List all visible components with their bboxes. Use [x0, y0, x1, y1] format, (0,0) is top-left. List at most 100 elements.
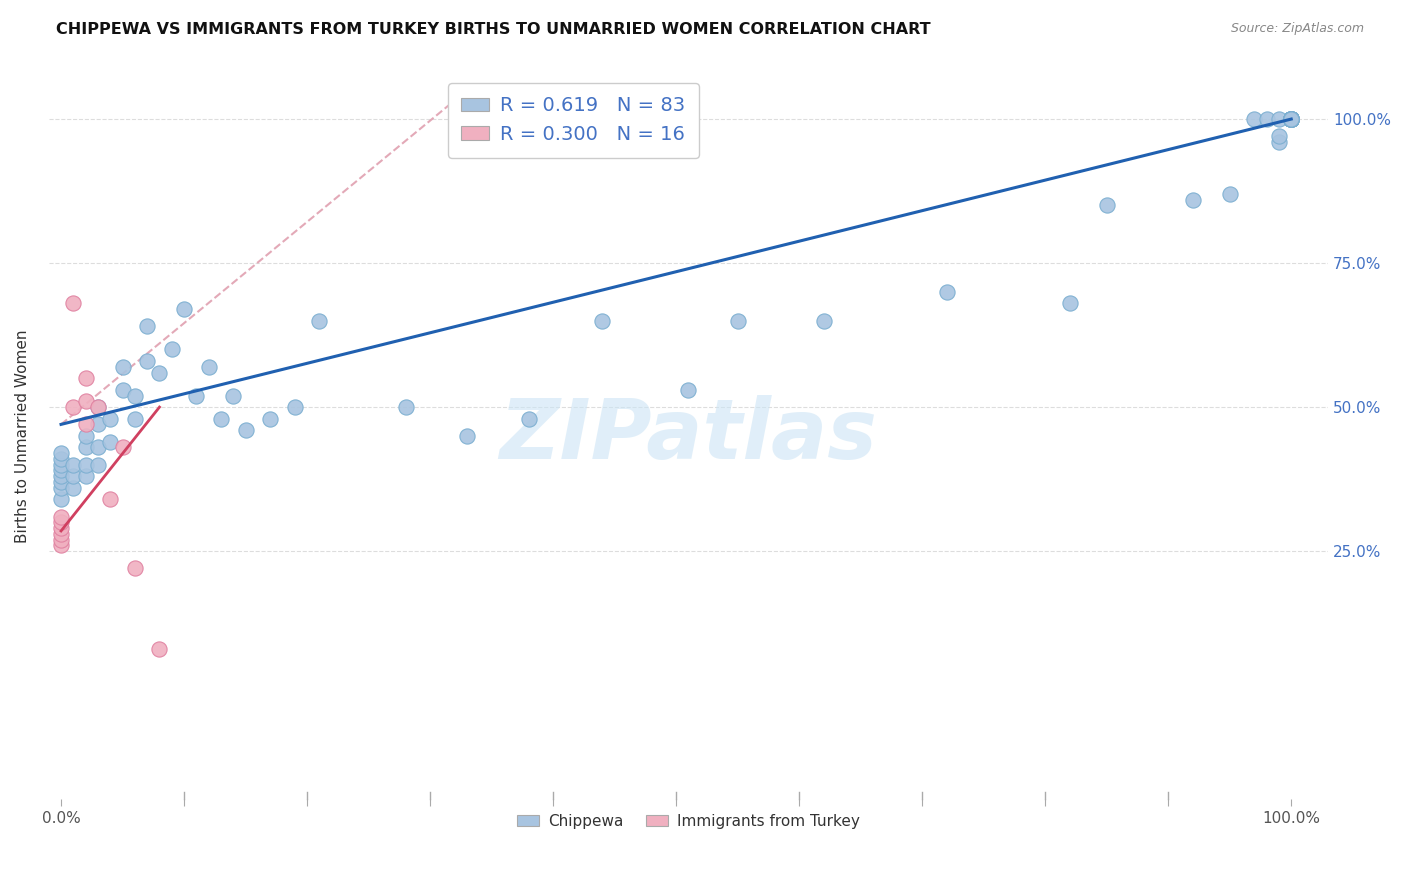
Point: [197, 359, 219, 374]
Point: [124, 388, 146, 402]
Point: [1256, 112, 1278, 126]
Point: [1279, 112, 1302, 126]
Point: [1279, 112, 1302, 126]
Point: [186, 388, 208, 402]
Point: [209, 411, 232, 425]
Point: [49, 463, 72, 477]
Point: [1279, 112, 1302, 126]
Point: [75, 469, 97, 483]
Point: [124, 411, 146, 425]
Point: [394, 400, 416, 414]
Point: [1059, 296, 1081, 310]
Point: [1279, 112, 1302, 126]
Point: [813, 314, 835, 328]
Point: [87, 441, 110, 455]
Point: [1095, 198, 1118, 212]
Point: [87, 400, 110, 414]
Point: [173, 302, 195, 317]
Point: [1279, 112, 1302, 126]
Point: [111, 441, 134, 455]
Text: Source: ZipAtlas.com: Source: ZipAtlas.com: [1230, 22, 1364, 36]
Point: [1279, 112, 1302, 126]
Text: ZIPatlas: ZIPatlas: [499, 395, 877, 476]
Point: [49, 521, 72, 535]
Point: [124, 561, 146, 575]
Point: [87, 417, 110, 432]
Point: [49, 452, 72, 467]
Point: [75, 394, 97, 409]
Point: [98, 492, 121, 507]
Point: [111, 359, 134, 374]
Point: [49, 481, 72, 495]
Text: CHIPPEWA VS IMMIGRANTS FROM TURKEY BIRTHS TO UNMARRIED WOMEN CORRELATION CHART: CHIPPEWA VS IMMIGRANTS FROM TURKEY BIRTH…: [56, 22, 931, 37]
Point: [87, 458, 110, 472]
Point: [1268, 112, 1291, 126]
Point: [259, 411, 281, 425]
Point: [111, 383, 134, 397]
Point: [517, 411, 540, 425]
Point: [98, 411, 121, 425]
Point: [222, 388, 245, 402]
Point: [1279, 112, 1302, 126]
Point: [1279, 112, 1302, 126]
Point: [62, 400, 84, 414]
Point: [75, 429, 97, 443]
Point: [75, 441, 97, 455]
Point: [1279, 112, 1302, 126]
Point: [136, 319, 159, 334]
Legend: Chippewa, Immigrants from Turkey: Chippewa, Immigrants from Turkey: [512, 807, 866, 835]
Point: [1268, 135, 1291, 149]
Point: [1279, 112, 1302, 126]
Point: [49, 509, 72, 524]
Point: [1268, 129, 1291, 144]
Point: [1279, 112, 1302, 126]
Point: [1279, 112, 1302, 126]
Point: [1181, 193, 1204, 207]
Point: [1279, 112, 1302, 126]
Point: [1279, 112, 1302, 126]
Point: [62, 296, 84, 310]
Point: [148, 642, 170, 657]
Point: [49, 516, 72, 530]
Point: [935, 285, 957, 299]
Point: [1279, 112, 1302, 126]
Point: [308, 314, 330, 328]
Point: [75, 458, 97, 472]
Point: [75, 371, 97, 385]
Point: [49, 446, 72, 460]
Point: [49, 492, 72, 507]
Point: [1279, 112, 1302, 126]
Point: [1279, 112, 1302, 126]
Point: [49, 533, 72, 547]
Point: [49, 469, 72, 483]
Point: [1243, 112, 1265, 126]
Point: [49, 538, 72, 552]
Point: [1279, 112, 1302, 126]
Point: [148, 366, 170, 380]
Point: [1279, 112, 1302, 126]
Point: [49, 475, 72, 489]
Point: [49, 526, 72, 541]
Y-axis label: Births to Unmarried Women: Births to Unmarried Women: [15, 329, 30, 542]
Point: [62, 469, 84, 483]
Point: [235, 423, 257, 437]
Point: [1279, 112, 1302, 126]
Point: [87, 400, 110, 414]
Point: [284, 400, 307, 414]
Point: [1279, 112, 1302, 126]
Point: [98, 434, 121, 449]
Point: [160, 343, 183, 357]
Point: [1279, 112, 1302, 126]
Point: [1279, 112, 1302, 126]
Point: [75, 417, 97, 432]
Point: [1279, 112, 1302, 126]
Point: [1279, 112, 1302, 126]
Point: [136, 354, 159, 368]
Point: [591, 314, 613, 328]
Point: [49, 458, 72, 472]
Point: [1279, 112, 1302, 126]
Point: [62, 458, 84, 472]
Point: [678, 383, 700, 397]
Point: [1219, 186, 1241, 201]
Point: [1279, 112, 1302, 126]
